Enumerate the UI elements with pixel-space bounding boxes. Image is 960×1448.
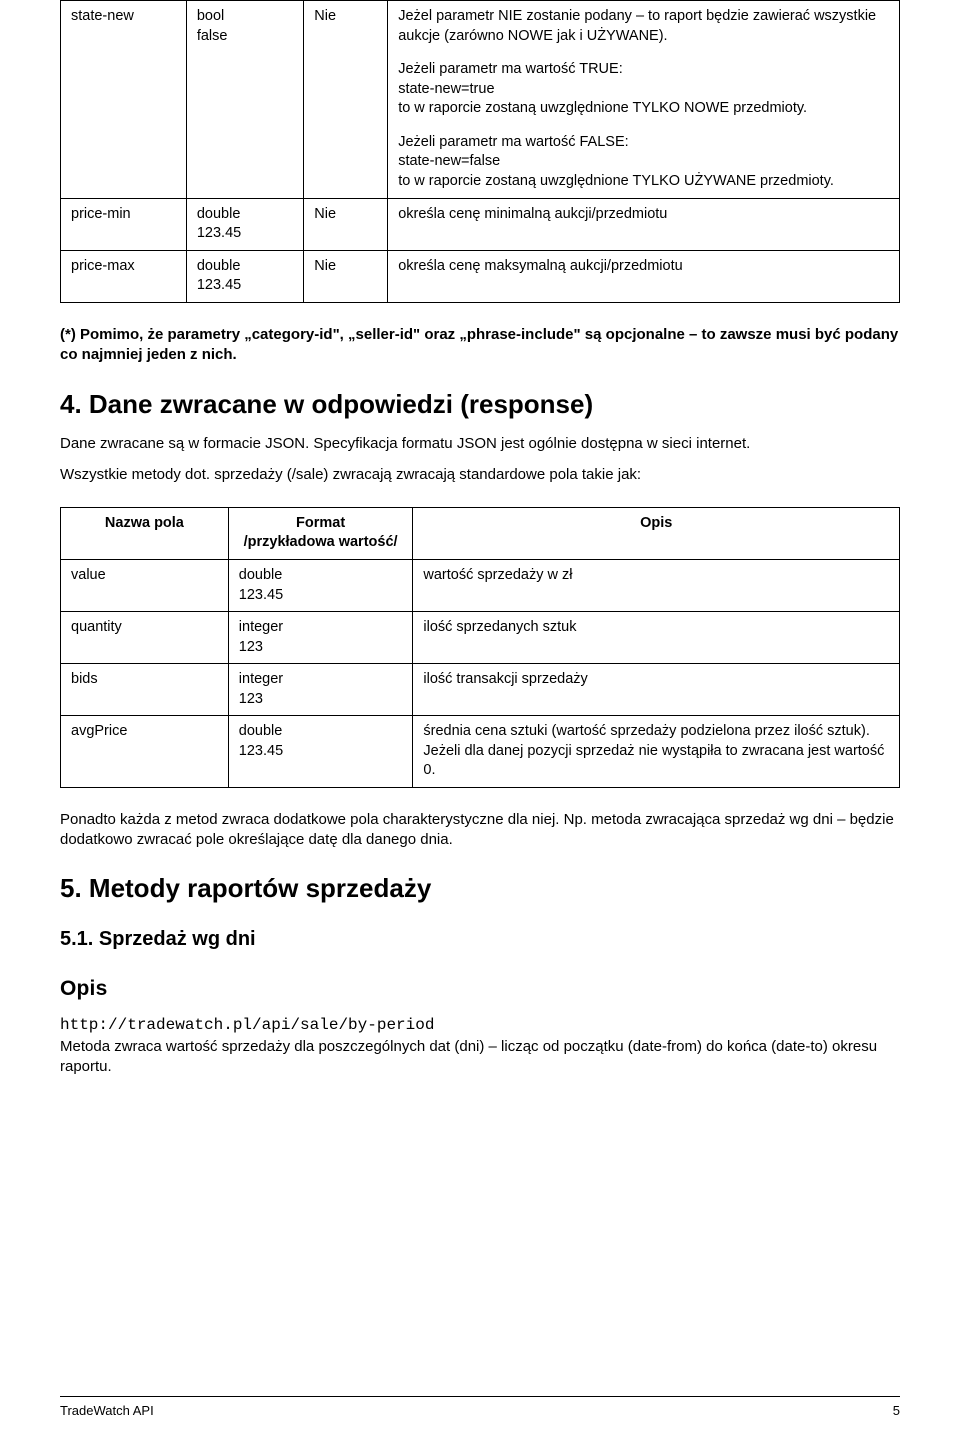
field-desc: wartość sprzedaży w zł <box>413 559 900 611</box>
field-format: integer 123 <box>228 612 413 664</box>
endpoint-url: http://tradewatch.pl/api/sale/by-period <box>60 1015 900 1037</box>
table-row: bids integer 123 ilość transakcji sprzed… <box>61 664 900 716</box>
param-format: double 123.45 <box>186 250 303 302</box>
col-header: Nazwa pola <box>61 507 229 559</box>
param-required: Nie <box>304 250 388 302</box>
section-5-heading: 5. Metody raportów sprzedaży <box>60 871 900 906</box>
field-name: value <box>61 559 229 611</box>
param-format: double 123.45 <box>186 198 303 250</box>
table-header-row: Nazwa pola Format /przykładowa wartość/ … <box>61 507 900 559</box>
param-name: price-min <box>61 198 187 250</box>
field-desc: średnia cena sztuki (wartość sprzedaży p… <box>413 716 900 788</box>
param-desc: określa cenę minimalną aukcji/przedmiotu <box>388 198 900 250</box>
field-desc: ilość sprzedanych sztuk <box>413 612 900 664</box>
param-name: state-new <box>61 1 187 199</box>
table-row: state-new bool false Nie Jeżel parametr … <box>61 1 900 199</box>
param-required: Nie <box>304 198 388 250</box>
section-4-heading: 4. Dane zwracane w odpowiedzi (response) <box>60 387 900 422</box>
field-name: avgPrice <box>61 716 229 788</box>
param-required: Nie <box>304 1 388 199</box>
field-desc: ilość transakcji sprzedaży <box>413 664 900 716</box>
footer-page-number: 5 <box>893 1402 900 1420</box>
field-format: integer 123 <box>228 664 413 716</box>
opis-heading: Opis <box>60 975 900 1003</box>
table-row: price-max double 123.45 Nie określa cenę… <box>61 250 900 302</box>
col-header: Opis <box>413 507 900 559</box>
footer-left: TradeWatch API <box>60 1402 154 1420</box>
param-desc: Jeżel parametr NIE zostanie podany – to … <box>388 1 900 199</box>
field-name: bids <box>61 664 229 716</box>
field-format: double 123.45 <box>228 559 413 611</box>
footnote: (*) Pomimo, że parametry „category-id", … <box>60 325 900 366</box>
body-text: Wszystkie metody dot. sprzedaży (/sale) … <box>60 465 900 485</box>
response-fields-table: Nazwa pola Format /przykładowa wartość/ … <box>60 507 900 788</box>
param-desc: określa cenę maksymalną aukcji/przedmiot… <box>388 250 900 302</box>
page-footer: TradeWatch API 5 <box>60 1396 900 1420</box>
body-text: Ponadto każda z metod zwraca dodatkowe p… <box>60 810 900 851</box>
field-format: double 123.45 <box>228 716 413 788</box>
body-text: Dane zwracane są w formacie JSON. Specyf… <box>60 434 900 454</box>
param-format: bool false <box>186 1 303 199</box>
table-row: avgPrice double 123.45 średnia cena sztu… <box>61 716 900 788</box>
body-text: Metoda zwraca wartość sprzedaży dla posz… <box>60 1037 900 1078</box>
table-row: price-min double 123.45 Nie określa cenę… <box>61 198 900 250</box>
param-name: price-max <box>61 250 187 302</box>
table-row: value double 123.45 wartość sprzedaży w … <box>61 559 900 611</box>
table-row: quantity integer 123 ilość sprzedanych s… <box>61 612 900 664</box>
col-header: Format /przykładowa wartość/ <box>228 507 413 559</box>
field-name: quantity <box>61 612 229 664</box>
params-table: state-new bool false Nie Jeżel parametr … <box>60 0 900 303</box>
section-5-1-heading: 5.1. Sprzedaż wg dni <box>60 926 900 953</box>
